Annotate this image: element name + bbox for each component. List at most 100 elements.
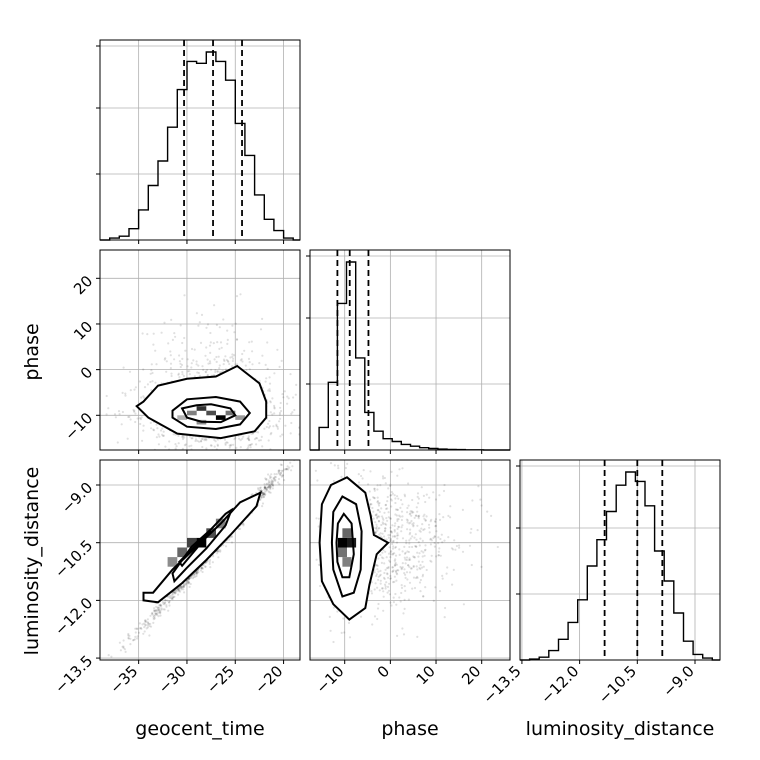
scatter-point: [423, 549, 426, 552]
scatter-point: [382, 576, 386, 579]
scatter-point: [415, 514, 418, 517]
y-tick-label: −9.0: [58, 479, 96, 517]
scatter-point: [160, 331, 163, 334]
scatter-point: [416, 635, 419, 639]
scatter-point: [400, 586, 404, 590]
scatter-point: [412, 525, 415, 528]
scatter-point: [267, 486, 270, 489]
scatter-point: [403, 598, 406, 602]
scatter-point: [373, 571, 376, 574]
scatter-point: [381, 517, 384, 520]
scatter-point: [128, 370, 132, 373]
x-tick-label: −9.0: [659, 662, 697, 700]
scatter-point: [388, 559, 391, 562]
scatter-point: [399, 600, 402, 603]
density-cell: [235, 415, 245, 420]
scatter-point: [273, 412, 276, 415]
scatter-point: [262, 493, 265, 496]
scatter-point: [124, 650, 127, 654]
scatter-point: [433, 541, 436, 545]
scatter-point: [279, 406, 282, 409]
scatter-point: [281, 393, 284, 396]
scatter-point: [297, 452, 299, 454]
scatter-point: [121, 645, 124, 648]
scatter-point: [289, 461, 292, 464]
scatter-point: [381, 587, 384, 590]
scatter-point: [496, 545, 499, 549]
scatter-point: [394, 564, 397, 567]
scatter-point: [121, 410, 124, 414]
x-axis-label-geocent-time: geocent_time: [135, 718, 264, 740]
scatter-point: [181, 357, 184, 360]
scatter-point: [139, 418, 142, 421]
density-cell: [337, 537, 347, 548]
scatter-point: [384, 522, 387, 526]
scatter-point: [204, 354, 207, 357]
scatter-point: [394, 497, 397, 500]
scatter-point: [281, 469, 284, 472]
scatter-point: [193, 348, 196, 351]
scatter-point: [157, 466, 159, 468]
scatter-point: [153, 615, 156, 618]
scatter-point: [292, 396, 295, 399]
scatter-point: [157, 615, 160, 618]
scatter-point: [271, 481, 274, 484]
scatter-point: [268, 483, 271, 487]
scatter-point: [347, 455, 349, 457]
scatter-point: [168, 440, 171, 443]
scatter-point: [284, 424, 287, 427]
scatter-point: [250, 477, 252, 479]
scatter-point: [388, 582, 391, 585]
scatter-point: [374, 531, 377, 535]
scatter-point: [169, 354, 172, 357]
scatter-point: [419, 590, 422, 593]
scatter-point: [419, 564, 422, 567]
scatter-point: [242, 524, 245, 527]
scatter-point: [253, 438, 257, 441]
scatter-point: [395, 579, 398, 582]
scatter-point: [159, 603, 162, 607]
scatter-point: [216, 438, 220, 441]
scatter-point: [189, 577, 192, 580]
scatter-point: [400, 526, 403, 529]
scatter-point: [413, 536, 416, 539]
scatter-point: [107, 407, 110, 410]
scatter-point: [430, 560, 433, 563]
scatter-point: [116, 441, 119, 444]
scatter-point: [422, 515, 425, 518]
scatter-point: [260, 489, 263, 492]
scatter-point: [262, 493, 266, 496]
scatter-point: [226, 338, 229, 341]
pair-phase-vs-luminosity-distance: [309, 455, 511, 664]
scatter-point: [380, 561, 383, 565]
scatter-point: [447, 514, 450, 518]
scatter-point: [164, 601, 167, 605]
scatter-point: [273, 406, 276, 409]
scatter-point: [216, 462, 218, 464]
scatter-point: [425, 515, 428, 518]
y-axis-label-luminosity-distance: luminosity_distance: [21, 467, 43, 656]
scatter-point: [367, 483, 370, 486]
scatter-point: [249, 443, 252, 447]
scatter-point: [370, 581, 373, 584]
scatter-point: [301, 453, 303, 455]
scatter-point: [359, 615, 363, 618]
scatter-point: [405, 539, 408, 542]
scatter-point: [403, 572, 406, 575]
scatter-point: [425, 493, 428, 496]
scatter-point: [155, 363, 158, 366]
scatter-point: [222, 544, 225, 547]
scatter-point: [248, 439, 251, 442]
scatter-point: [181, 585, 184, 588]
scatter-point: [205, 346, 208, 349]
scatter-point: [144, 620, 147, 624]
scatter-point: [230, 443, 233, 446]
density-cell: [196, 406, 207, 411]
scatter-point: [294, 393, 297, 396]
scatter-point: [434, 525, 437, 528]
scatter-point: [223, 438, 227, 441]
scatter-point: [172, 591, 175, 594]
scatter-point: [265, 478, 268, 481]
scatter-point: [157, 608, 160, 612]
scatter-point: [424, 586, 427, 589]
